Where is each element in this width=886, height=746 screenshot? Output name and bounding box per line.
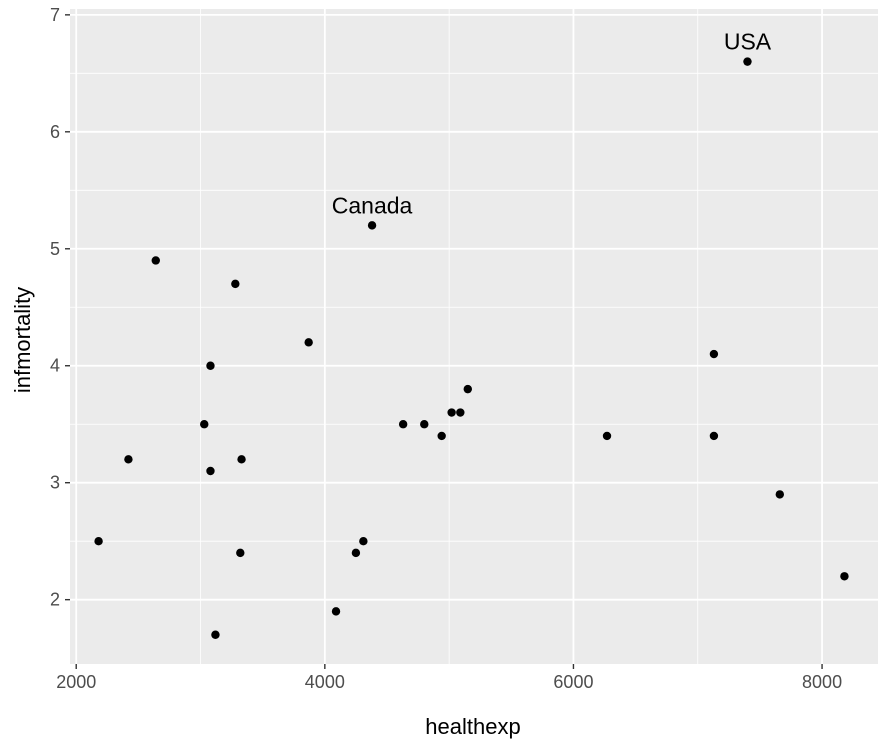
y-tick-label: 6: [50, 122, 60, 142]
data-point: [709, 431, 719, 441]
data-point: [602, 431, 612, 441]
y-tick-label: 7: [50, 5, 60, 25]
point-annotations: Canada USA: [332, 29, 772, 219]
data-point: [359, 536, 368, 546]
data-point: [211, 630, 220, 639]
data-point: [456, 408, 465, 417]
data-point: [236, 548, 245, 558]
point-label: USA: [724, 29, 772, 55]
y-tick-label: 2: [50, 590, 60, 610]
data-point: [206, 361, 215, 370]
point-label: Canada: [332, 192, 413, 218]
data-point: [840, 572, 849, 581]
data-point: [420, 420, 429, 429]
x-tick-label: 2000: [56, 672, 96, 692]
data-point: [94, 536, 103, 546]
data-point: [437, 431, 446, 441]
y-tick-label: 4: [50, 356, 60, 376]
data-point: [709, 349, 719, 359]
plot-panel: [70, 9, 878, 664]
y-tick-label: 5: [50, 239, 60, 259]
data-point: [237, 455, 246, 464]
data-points: [94, 57, 849, 639]
major-gridlines: [70, 9, 878, 664]
axis-ticks: [65, 14, 823, 669]
data-point: [775, 490, 784, 499]
data-point: [231, 279, 240, 289]
data-point: [398, 420, 408, 429]
data-point: [743, 57, 752, 66]
data-point: [200, 420, 209, 429]
data-point: [304, 338, 313, 347]
data-point: [151, 256, 160, 265]
tick-labels: 2000 4000 6000 8000 2 3 4 5 6 7: [50, 5, 842, 692]
x-tick-label: 4000: [305, 672, 345, 692]
x-tick-label: 6000: [553, 672, 593, 692]
x-tick-label: 8000: [802, 672, 842, 692]
data-point: [463, 384, 472, 394]
data-point: [331, 607, 341, 616]
data-point: [367, 221, 377, 230]
data-point: [124, 455, 133, 464]
data-point: [206, 466, 215, 476]
x-axis-title: healthexp: [425, 714, 520, 739]
data-point: [351, 548, 361, 558]
data-point: [447, 408, 456, 417]
y-tick-label: 3: [50, 473, 60, 493]
y-axis-title: infmortality: [10, 287, 35, 393]
